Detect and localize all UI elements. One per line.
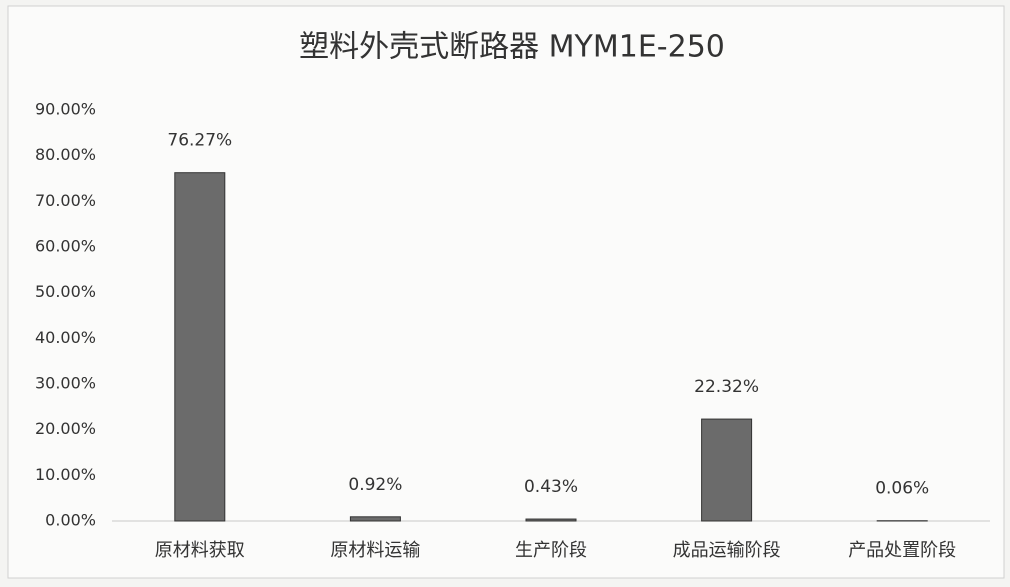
bar: [702, 419, 752, 521]
value-label: 76.27%: [167, 131, 232, 151]
value-label: 0.92%: [348, 475, 402, 495]
y-tick-label: 50.00%: [35, 282, 96, 301]
bar: [175, 173, 225, 521]
x-tick-label: 原材料运输: [330, 540, 420, 561]
y-tick-label: 40.00%: [35, 328, 96, 347]
y-tick-label: 20.00%: [35, 419, 96, 438]
y-tick-label: 0.00%: [45, 511, 96, 530]
y-tick-label: 30.00%: [35, 374, 96, 393]
chart-title: 塑料外壳式断路器 MYM1E-250: [299, 30, 725, 65]
x-tick-label: 生产阶段: [515, 540, 587, 561]
y-tick-label: 70.00%: [35, 191, 96, 210]
chart-frame: [8, 6, 1004, 578]
x-tick-label: 成品运输阶段: [673, 540, 781, 561]
y-tick-label: 60.00%: [35, 237, 96, 256]
bar: [350, 517, 400, 521]
y-tick-label: 10.00%: [35, 465, 96, 484]
x-tick-label: 产品处置阶段: [848, 540, 956, 561]
value-label: 0.43%: [524, 477, 578, 497]
value-label: 22.32%: [694, 377, 759, 397]
x-tick-label: 原材料获取: [155, 540, 245, 561]
y-tick-label: 80.00%: [35, 145, 96, 164]
y-tick-label: 90.00%: [35, 100, 96, 119]
value-label: 0.06%: [875, 479, 929, 499]
bar: [526, 519, 576, 521]
